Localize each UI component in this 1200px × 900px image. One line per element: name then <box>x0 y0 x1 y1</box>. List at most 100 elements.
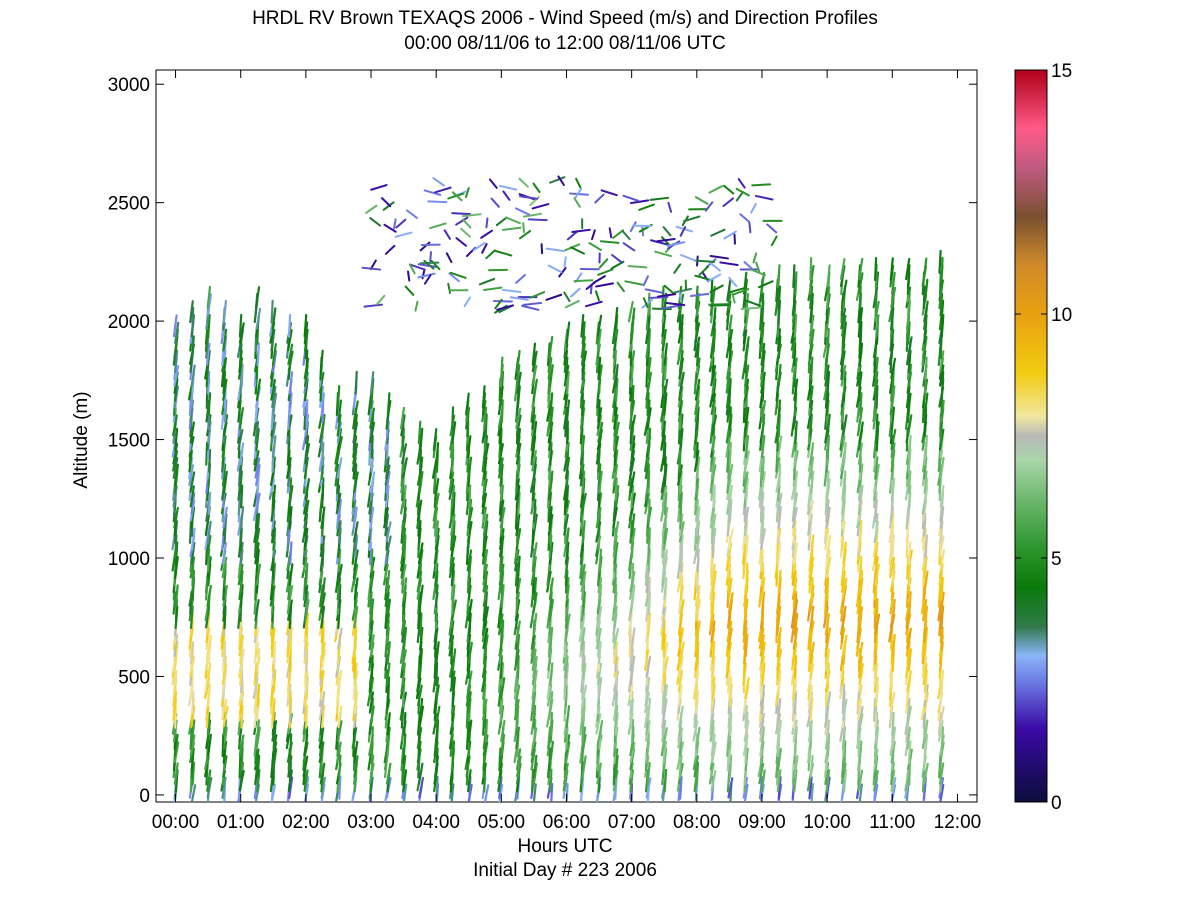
wind-barb <box>744 421 749 444</box>
wind-barb <box>807 484 812 509</box>
wind-barb <box>207 313 211 338</box>
wind-barb <box>875 626 879 651</box>
wind-barb <box>727 777 734 799</box>
wind-barb <box>305 434 310 459</box>
wind-barb <box>908 363 912 388</box>
wind-barb <box>776 747 782 771</box>
wind-barb <box>810 356 814 381</box>
wind-barb <box>679 599 685 622</box>
wind-barb <box>890 428 897 451</box>
wind-barb <box>173 463 179 487</box>
wind-barb <box>565 420 569 445</box>
wind-barb <box>807 420 812 445</box>
wind-barb <box>727 485 733 508</box>
wind-barb <box>303 527 309 551</box>
wind-barb <box>417 272 436 279</box>
wind-barb <box>352 506 358 529</box>
wind-barb <box>385 470 391 494</box>
wind-barb <box>321 477 325 502</box>
wind-barb <box>891 534 896 559</box>
y-tick-label: 500 <box>118 667 150 688</box>
wind-barb <box>269 585 276 607</box>
wind-barb <box>416 499 423 522</box>
wind-barb <box>548 364 554 388</box>
wind-barb <box>695 620 701 643</box>
wind-barb <box>613 542 619 565</box>
wind-barb <box>662 656 669 678</box>
wind-barb <box>272 562 277 587</box>
wind-barb <box>810 470 815 494</box>
wind-barb <box>679 775 683 800</box>
wind-barb <box>384 244 396 255</box>
wind-barb <box>429 222 447 230</box>
wind-barb <box>826 470 830 495</box>
wind-barb <box>455 237 467 247</box>
wind-barb <box>612 464 619 487</box>
colorbar-tick-label: 5 <box>1051 549 1062 570</box>
wind-barb <box>499 463 504 487</box>
wind-barb <box>400 414 406 437</box>
wind-barb <box>743 506 750 529</box>
wind-barb <box>483 406 488 431</box>
wind-barb <box>337 669 343 693</box>
wind-barb <box>710 456 716 480</box>
wind-barb <box>598 548 603 573</box>
wind-barb <box>336 577 342 601</box>
wind-barb <box>924 434 928 459</box>
wind-barbs-layer <box>171 175 945 802</box>
wind-barb <box>760 505 765 530</box>
wind-barb <box>809 456 815 480</box>
wind-barb <box>418 520 422 544</box>
wind-barb <box>207 491 212 516</box>
wind-barb <box>679 470 683 495</box>
wind-barb <box>174 584 179 608</box>
wind-barb <box>906 264 911 289</box>
wind-barb <box>191 306 195 331</box>
wind-barb <box>189 726 193 750</box>
wind-barb <box>726 669 731 694</box>
y-tick-label: 1500 <box>108 431 150 452</box>
wind-barb <box>875 413 879 438</box>
wind-barb <box>353 577 359 601</box>
wind-barb <box>760 577 766 601</box>
wind-barb <box>822 336 829 358</box>
wind-barb <box>711 513 717 537</box>
wind-barb <box>336 421 343 444</box>
wind-barb <box>223 640 227 665</box>
wind-barb <box>890 357 897 380</box>
wind-barb <box>694 378 701 401</box>
wind-barb <box>206 769 212 792</box>
wind-barb <box>793 569 797 594</box>
wind-barb <box>320 506 326 530</box>
wind-barb <box>174 427 179 452</box>
wind-barb <box>679 534 684 558</box>
wind-barb <box>597 470 603 494</box>
wind-barb <box>319 592 326 614</box>
wind-barb <box>824 364 830 387</box>
wind-barb <box>256 768 261 793</box>
wind-barb <box>385 726 391 750</box>
wind-barb <box>483 520 489 544</box>
wind-barb <box>498 747 502 772</box>
wind-barb <box>272 747 278 771</box>
wind-barb <box>464 187 470 199</box>
wind-barb <box>395 218 407 229</box>
wind-barb <box>432 506 439 529</box>
wind-barb <box>239 584 244 608</box>
wind-barb <box>809 697 814 722</box>
wind-barb <box>924 356 928 381</box>
wind-barb <box>735 191 744 202</box>
wind-barb <box>859 555 863 580</box>
wind-barb <box>239 569 244 594</box>
wind-barb <box>826 328 830 353</box>
wind-barb <box>370 654 374 680</box>
wind-barb <box>500 569 505 594</box>
wind-barb <box>794 420 798 445</box>
wind-barb <box>221 776 227 799</box>
wind-barb <box>940 313 945 338</box>
wind-barb <box>532 182 541 194</box>
wind-barb <box>695 662 700 686</box>
wind-barb <box>580 492 587 515</box>
wind-barb <box>842 441 847 466</box>
wind-barb <box>321 577 326 601</box>
